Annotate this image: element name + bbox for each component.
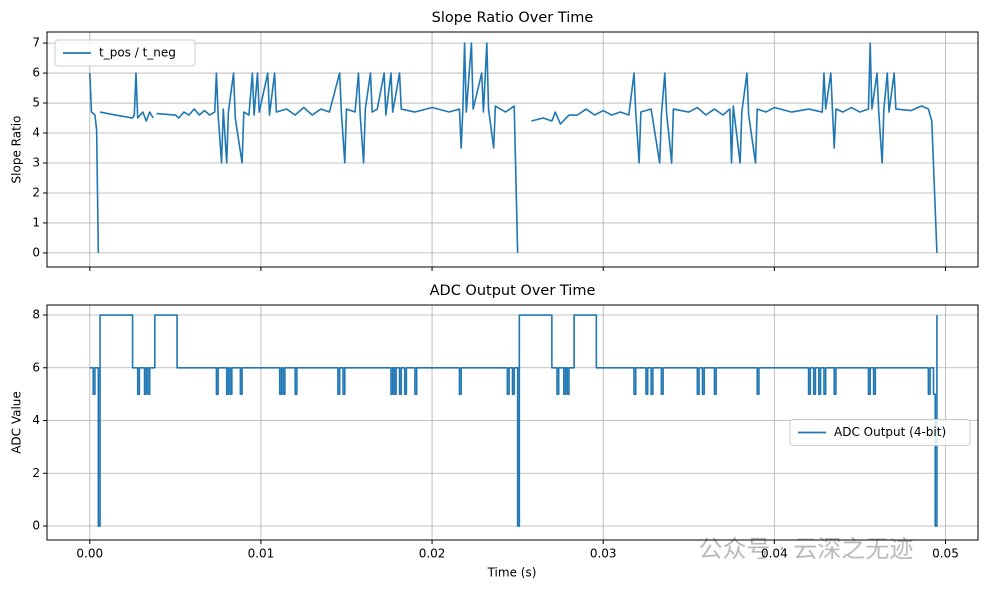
plot-frame bbox=[46, 31, 979, 268]
x-axis-label: Time (s) bbox=[487, 566, 537, 580]
x-tick-label: 0.04 bbox=[761, 547, 788, 561]
legend-label: t_pos / t_neg bbox=[99, 46, 176, 60]
y-tick-label: 5 bbox=[32, 96, 40, 110]
x-tick-label: 0.02 bbox=[419, 547, 446, 561]
legend-box bbox=[54, 39, 196, 67]
data-line bbox=[89, 314, 938, 527]
x-tick-label: 0.01 bbox=[248, 547, 275, 561]
y-tick-label: 6 bbox=[32, 360, 40, 374]
y-tick-label: 2 bbox=[32, 466, 40, 480]
y-tick-label: 4 bbox=[32, 126, 40, 140]
x-tick-label: 0.00 bbox=[76, 547, 103, 561]
data-line bbox=[88, 42, 938, 253]
chart-title: Slope Ratio Over Time bbox=[432, 10, 594, 26]
y-tick-label: 4 bbox=[32, 413, 40, 427]
y-tick-label: 8 bbox=[32, 308, 40, 322]
y-tick-label: 3 bbox=[32, 155, 40, 169]
y-tick-label: 7 bbox=[32, 36, 40, 50]
watermark: 公众号 · 云深之无迹 bbox=[699, 535, 914, 563]
y-axis-label: ADC Value bbox=[10, 391, 24, 454]
plot-frame bbox=[46, 304, 979, 541]
legend-label: ADC Output (4-bit) bbox=[834, 425, 946, 439]
y-tick-label: 0 bbox=[32, 519, 40, 533]
y-axis-label: Slope Ratio bbox=[10, 116, 24, 184]
y-tick-label: 0 bbox=[32, 245, 40, 259]
legend-box bbox=[789, 419, 971, 446]
chart-title: ADC Output Over Time bbox=[430, 283, 596, 299]
y-tick-label: 1 bbox=[32, 215, 40, 229]
x-tick-label: 0.03 bbox=[590, 547, 617, 561]
y-tick-label: 2 bbox=[32, 185, 40, 199]
x-tick-label: 0.05 bbox=[932, 547, 959, 561]
y-tick-label: 6 bbox=[32, 66, 40, 80]
